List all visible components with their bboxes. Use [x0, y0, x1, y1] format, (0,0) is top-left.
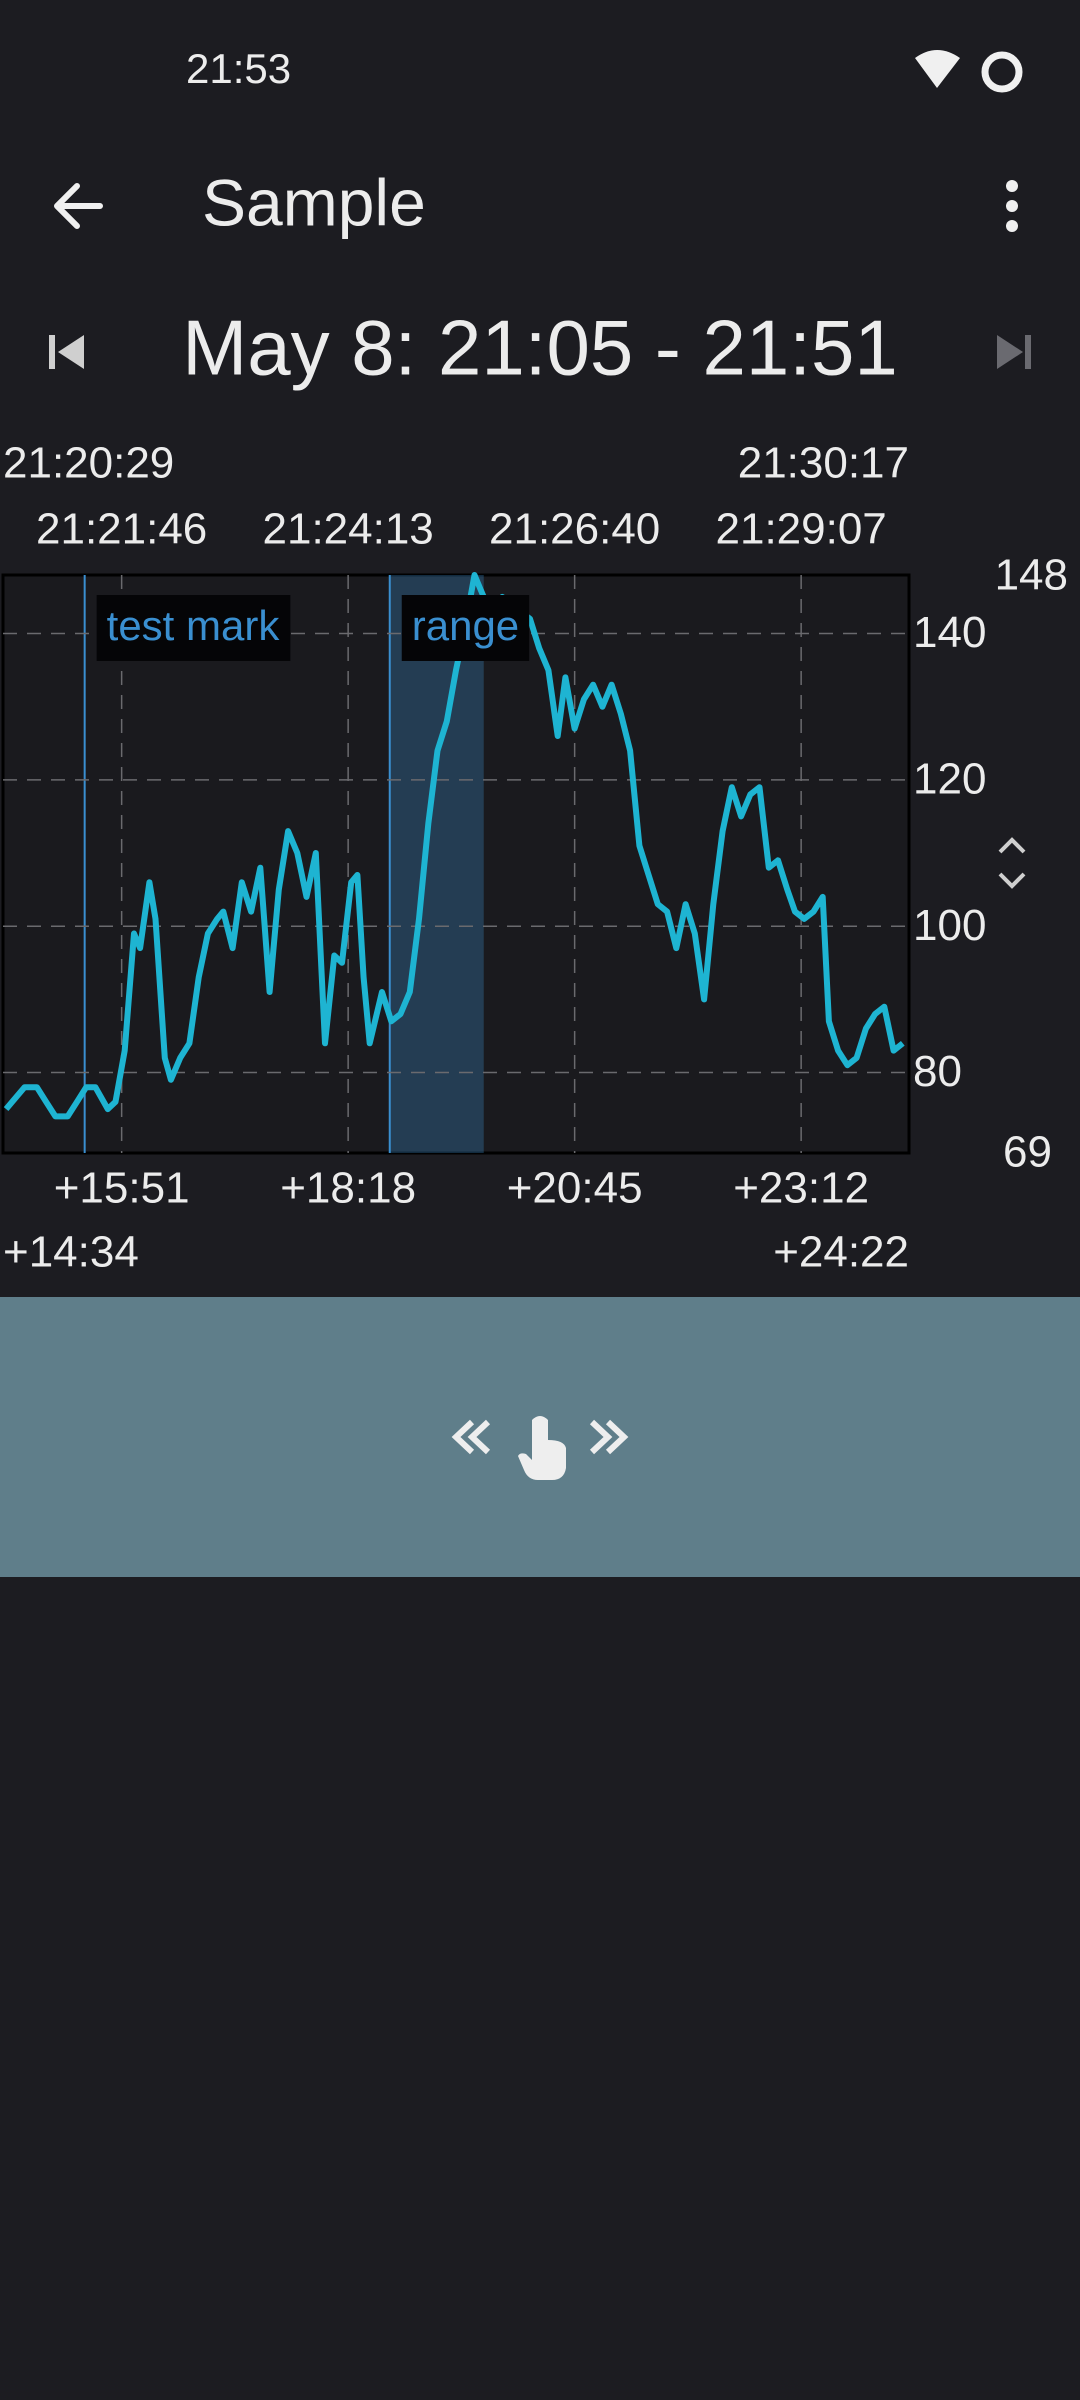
x2-tick-label: 21:21:46	[36, 505, 207, 554]
more-menu[interactable]	[1006, 180, 1018, 232]
wifi-icon	[915, 50, 960, 88]
y-max-label: 148	[995, 551, 1068, 600]
y-tick-label: 80	[913, 1047, 962, 1096]
last-button[interactable]	[997, 335, 1031, 369]
x-tick-label: +20:45	[507, 1164, 643, 1213]
x2-tick-label: 21:29:07	[716, 505, 887, 554]
zoom-chevrons[interactable]	[998, 837, 1026, 889]
x-tick-label: +18:18	[280, 1164, 416, 1213]
x-tick-label: +15:51	[54, 1164, 190, 1213]
y-tick-label: 120	[913, 754, 986, 803]
app-title: Sample	[202, 165, 426, 239]
touch-icon	[518, 1416, 566, 1480]
battery-icon	[981, 51, 1023, 93]
x2-max-label: 21:30:17	[738, 439, 909, 488]
first-button[interactable]	[49, 335, 84, 369]
annotation-box	[96, 595, 291, 661]
back-button[interactable]	[54, 183, 103, 229]
data-line	[3, 572, 905, 1120]
swipe-arrows	[451, 1419, 629, 1455]
y-tick-label: 100	[913, 901, 986, 950]
x2-min-label: 21:20:29	[3, 439, 174, 488]
x-min-label: +14:34	[3, 1228, 139, 1277]
range-title: May 8: 21:05 - 21:51	[182, 304, 897, 392]
annotation-box	[401, 595, 530, 661]
annotation-label: test mark	[107, 602, 281, 649]
x-max-label: +24:22	[773, 1228, 909, 1277]
x2-tick-label: 21:24:13	[263, 505, 434, 554]
y-tick-label: 140	[913, 608, 986, 657]
range-band	[389, 575, 484, 1153]
x-tick-label: +23:12	[733, 1164, 869, 1213]
annotation-label: range	[412, 602, 519, 649]
y-min-label: 69	[1003, 1128, 1052, 1177]
x2-tick-label: 21:26:40	[489, 505, 660, 554]
status-time: 21:53	[186, 45, 291, 92]
